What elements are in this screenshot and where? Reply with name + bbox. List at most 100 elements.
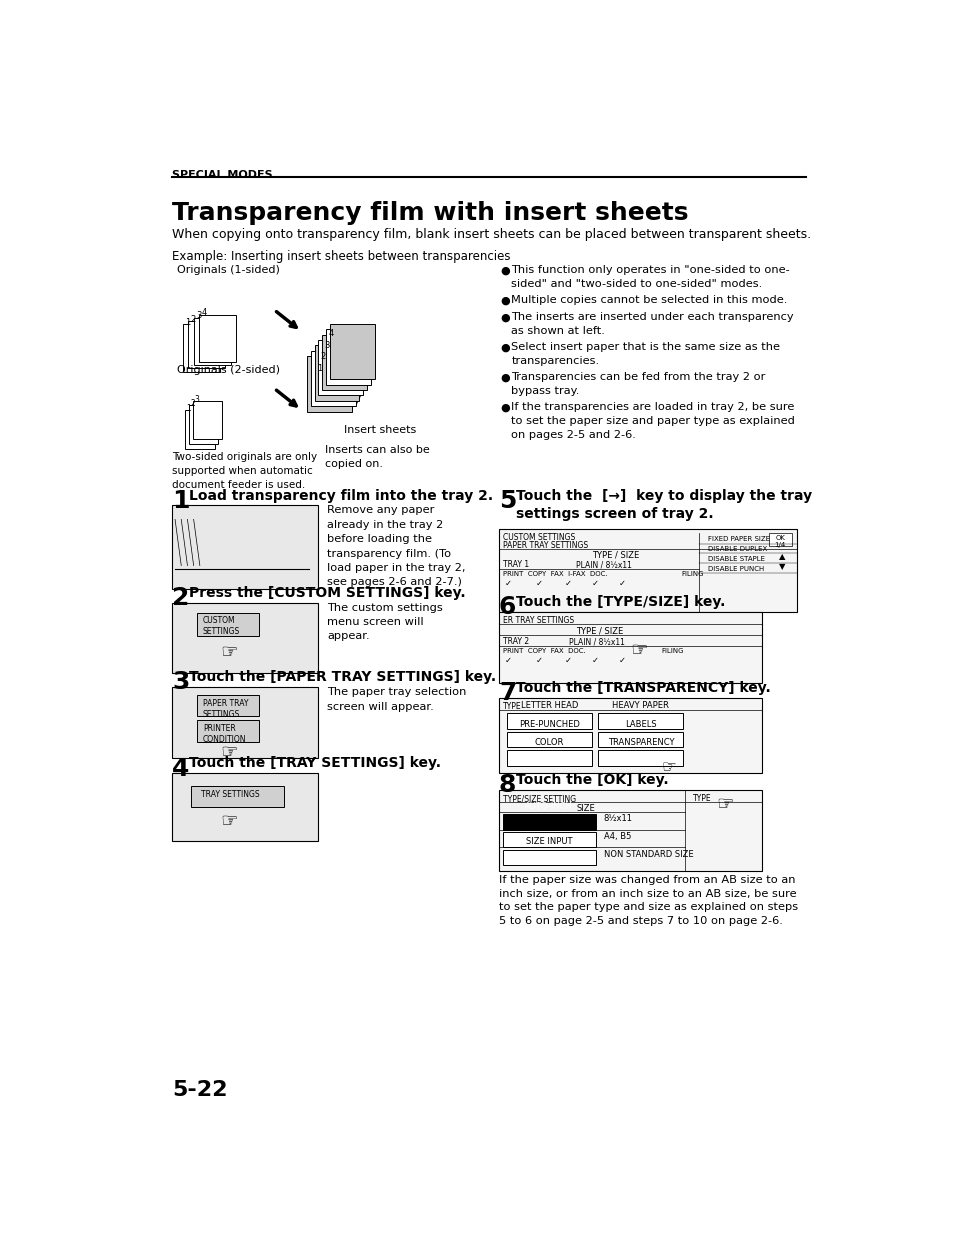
Text: PRINTER
CONDITION: PRINTER CONDITION xyxy=(203,724,246,745)
Text: When copying onto transparency film, blank insert sheets can be placed between t: When copying onto transparency film, bla… xyxy=(172,228,810,241)
Text: ✓: ✓ xyxy=(592,579,598,588)
Text: 2: 2 xyxy=(320,352,326,362)
Text: ✓: ✓ xyxy=(505,656,512,666)
Text: Load transparency film into the tray 2.: Load transparency film into the tray 2. xyxy=(189,489,493,503)
Text: ☞: ☞ xyxy=(220,811,237,831)
Text: 2: 2 xyxy=(172,585,189,610)
Bar xyxy=(506,732,592,747)
Text: 3: 3 xyxy=(172,671,189,694)
Bar xyxy=(326,330,371,384)
Bar xyxy=(330,324,375,379)
Text: TRAY SETTINGS: TRAY SETTINGS xyxy=(200,790,259,799)
Text: TRAY 1: TRAY 1 xyxy=(502,561,529,569)
Text: CUSTOM SETTINGS: CUSTOM SETTINGS xyxy=(502,534,575,542)
Text: ●: ● xyxy=(500,295,510,305)
Text: PAPER TRAY SETTINGS: PAPER TRAY SETTINGS xyxy=(502,541,587,550)
Bar xyxy=(502,850,596,864)
Text: DISABLE PUNCH: DISABLE PUNCH xyxy=(707,566,763,572)
Text: TYPE: TYPE xyxy=(502,701,521,711)
Text: 4: 4 xyxy=(328,330,334,338)
Text: The paper tray selection
screen will appear.: The paper tray selection screen will app… xyxy=(327,687,466,711)
Text: 3: 3 xyxy=(194,395,199,404)
Text: 3: 3 xyxy=(195,311,201,320)
Text: ●: ● xyxy=(500,403,510,412)
Text: OK: OK xyxy=(775,535,784,541)
Text: ✓: ✓ xyxy=(618,656,625,666)
Text: PRE-PUNCHED: PRE-PUNCHED xyxy=(518,720,579,729)
Bar xyxy=(172,603,317,673)
Text: HEAVY PAPER: HEAVY PAPER xyxy=(612,701,669,710)
Bar xyxy=(188,321,225,368)
Text: If the paper size was changed from an AB size to an
inch size, or from an inch s: If the paper size was changed from an AB… xyxy=(498,876,798,926)
Text: ☞: ☞ xyxy=(661,758,676,776)
Text: Touch the [TRAY SETTINGS] key.: Touch the [TRAY SETTINGS] key. xyxy=(189,757,440,771)
Text: FILING: FILING xyxy=(661,648,683,653)
Text: Originals (1-sided): Originals (1-sided) xyxy=(177,266,280,275)
Bar xyxy=(311,351,355,406)
Text: Two-sided originals are only
supported when automatic
document feeder is used.: Two-sided originals are only supported w… xyxy=(172,452,316,490)
Text: ✓: ✓ xyxy=(505,579,512,588)
Bar xyxy=(185,410,214,448)
Bar xyxy=(183,324,220,372)
Text: 1/4: 1/4 xyxy=(774,542,785,548)
Bar xyxy=(506,714,592,729)
Text: 2: 2 xyxy=(191,315,195,324)
Bar xyxy=(307,356,352,411)
Text: Remove any paper
already in the tray 2
before loading the
transparency film. (To: Remove any paper already in the tray 2 b… xyxy=(327,505,465,588)
Text: A4, B5: A4, B5 xyxy=(603,832,630,841)
Text: Transparencies can be fed from the tray 2 or
bypass tray.: Transparencies can be fed from the tray … xyxy=(511,372,765,396)
Text: PLAIN / 8½x11: PLAIN / 8½x11 xyxy=(576,561,632,569)
Text: FIXED PAPER SIZE: FIXED PAPER SIZE xyxy=(707,536,770,541)
Text: TYPE/SIZE SETTING: TYPE/SIZE SETTING xyxy=(502,794,576,803)
Text: Touch the [PAPER TRAY SETTINGS] key.: Touch the [PAPER TRAY SETTINGS] key. xyxy=(189,671,496,684)
Text: 8½x11: 8½x11 xyxy=(603,814,632,824)
Text: TYPE / SIZE: TYPE / SIZE xyxy=(592,551,639,559)
Text: This function only operates in "one-sided to one-
sided" and "two-sided to one-s: This function only operates in "one-side… xyxy=(511,266,789,289)
Text: 5: 5 xyxy=(498,489,516,513)
Text: TRAY 2: TRAY 2 xyxy=(502,637,529,646)
Text: CUSTOM
SETTINGS: CUSTOM SETTINGS xyxy=(203,616,240,636)
Text: TYPE / SIZE: TYPE / SIZE xyxy=(576,626,623,635)
Text: COLOR: COLOR xyxy=(534,739,563,747)
Text: ▲: ▲ xyxy=(778,552,784,561)
Bar xyxy=(172,687,317,758)
Text: ☞: ☞ xyxy=(716,795,733,814)
Text: 8: 8 xyxy=(498,773,516,798)
Bar xyxy=(196,613,258,636)
Text: ✓: ✓ xyxy=(564,656,571,666)
Text: If the transparencies are loaded in tray 2, be sure
to set the paper size and pa: If the transparencies are loaded in tray… xyxy=(511,403,795,440)
Text: ▼: ▼ xyxy=(778,562,784,571)
Text: DISABLE STAPLE: DISABLE STAPLE xyxy=(707,556,764,562)
Bar xyxy=(498,790,761,871)
Text: Transparency film with insert sheets: Transparency film with insert sheets xyxy=(172,200,688,225)
Text: 4: 4 xyxy=(172,757,189,781)
Text: NON STANDARD SIZE: NON STANDARD SIZE xyxy=(603,850,693,858)
Text: 3: 3 xyxy=(324,341,330,350)
Text: Touch the  [→]  key to display the tray
settings screen of tray 2.: Touch the [→] key to display the tray se… xyxy=(516,489,811,521)
Text: ●: ● xyxy=(500,342,510,352)
Bar xyxy=(598,714,682,729)
Text: ✓: ✓ xyxy=(592,656,598,666)
Bar xyxy=(314,346,359,401)
Bar xyxy=(193,317,231,366)
Text: ☞: ☞ xyxy=(220,643,237,662)
Text: 2: 2 xyxy=(191,399,195,409)
Bar xyxy=(193,401,222,440)
Text: 5-22: 5-22 xyxy=(172,1079,227,1100)
Text: LABELS: LABELS xyxy=(624,720,656,729)
Text: Multiple copies cannot be selected in this mode.: Multiple copies cannot be selected in th… xyxy=(511,295,787,305)
Bar xyxy=(191,785,283,808)
Text: ✓: ✓ xyxy=(536,579,542,588)
Text: ●: ● xyxy=(500,266,510,275)
Text: 4: 4 xyxy=(201,309,207,317)
Bar xyxy=(598,732,682,747)
Text: ☞: ☞ xyxy=(220,743,237,762)
Text: The inserts are inserted under each transparency
as shown at left.: The inserts are inserted under each tran… xyxy=(511,312,793,336)
Bar xyxy=(598,751,682,766)
Text: PRINT  COPY  FAX  DOC.: PRINT COPY FAX DOC. xyxy=(502,648,585,653)
Bar xyxy=(502,832,596,847)
Text: 1: 1 xyxy=(187,404,192,412)
Text: 6: 6 xyxy=(498,595,516,619)
Text: Touch the [TYPE/SIZE] key.: Touch the [TYPE/SIZE] key. xyxy=(516,595,724,609)
Text: Originals (2-sided): Originals (2-sided) xyxy=(177,366,280,375)
